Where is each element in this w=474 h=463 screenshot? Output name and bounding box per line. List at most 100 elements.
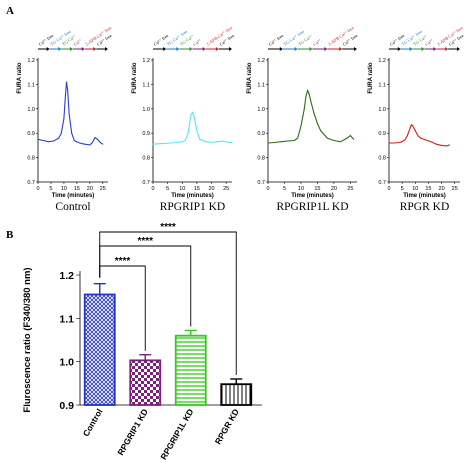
- data-point: [199, 138, 201, 140]
- bar-y-tick-label: 0.9: [59, 400, 74, 412]
- x-tick-label: 5: [166, 186, 169, 192]
- x-tick-label: 25: [452, 186, 458, 192]
- data-point: [211, 141, 213, 143]
- data-point: [47, 141, 49, 143]
- band-arrow-head: [294, 47, 298, 51]
- data-point: [441, 144, 443, 146]
- data-point: [205, 141, 207, 143]
- data-point: [393, 142, 395, 144]
- data-point: [63, 118, 65, 120]
- data-point: [42, 140, 44, 142]
- data-point: [64, 98, 66, 100]
- y-tick-label: 0.9: [142, 131, 150, 137]
- y-tick-label: 0.8: [27, 156, 35, 162]
- data-point: [190, 114, 192, 116]
- data-point: [406, 135, 408, 137]
- data-point: [152, 143, 154, 145]
- band-label: Ca²⁺: [424, 37, 435, 46]
- data-point: [67, 91, 69, 93]
- chart-caption: RPGRIP1 KD: [160, 201, 226, 213]
- data-point: [267, 142, 269, 144]
- data-point: [326, 137, 328, 139]
- y-tick-label: 1.0: [142, 107, 150, 113]
- data-point: [297, 137, 299, 139]
- data-point: [404, 139, 406, 141]
- data-point: [401, 141, 403, 143]
- bar-y-tick-label: 1.0: [59, 357, 74, 369]
- significance-label: ****: [160, 222, 176, 233]
- series-line: [37, 81, 104, 146]
- y-tick-label: 0.8: [378, 156, 386, 162]
- band-arrow-head: [421, 47, 425, 51]
- band-label: Ca²⁺: [192, 37, 203, 46]
- y-tick-label: 0.9: [378, 131, 386, 137]
- band-arrow-head: [324, 47, 328, 51]
- bar-category-label: Control: [81, 407, 105, 438]
- bar: [83, 293, 116, 406]
- y-axis-title: FURA ratio: [247, 62, 253, 93]
- band-arrow-head: [70, 47, 73, 51]
- data-point: [409, 127, 411, 129]
- y-axis-title: FURA ratio: [132, 62, 138, 93]
- x-tick-label: 5: [49, 186, 52, 192]
- data-point: [181, 141, 183, 143]
- band-arrow-head: [58, 47, 62, 51]
- bar: [220, 383, 253, 406]
- y-tick-label: 0.7: [257, 180, 265, 186]
- data-point: [448, 144, 450, 146]
- data-point: [410, 124, 412, 126]
- x-tick-label: 25: [100, 186, 106, 192]
- data-point: [307, 90, 309, 91]
- data-point: [66, 81, 68, 83]
- y-tick-label: 1.1: [142, 82, 150, 88]
- band-arrow-head: [354, 47, 357, 51]
- data-point: [340, 141, 342, 143]
- y-tick-label: 0.7: [27, 180, 35, 186]
- y-tick-label: 0.8: [142, 156, 150, 162]
- data-point: [388, 142, 390, 144]
- bar-category-label: RPGRIP1L KD: [158, 407, 195, 461]
- data-point: [425, 139, 427, 141]
- x-tick-label: 20: [439, 186, 445, 192]
- band-arrow-head: [229, 47, 232, 51]
- band-arrow-head: [93, 47, 97, 51]
- y-tick-label: 0.7: [142, 180, 150, 186]
- y-tick-label: 1.2: [142, 58, 150, 64]
- band-arrow-head: [445, 47, 449, 51]
- significance-label: ****: [137, 236, 153, 247]
- bar-category-label: RPGRIP1 KD: [115, 407, 150, 457]
- x-tick-label: 10: [298, 186, 304, 192]
- data-point: [187, 132, 189, 134]
- data-point: [293, 140, 295, 142]
- y-tick-label: 1.2: [378, 58, 386, 64]
- significance-bracket: [99, 231, 237, 375]
- band-arrow-head: [46, 47, 50, 51]
- data-point: [308, 93, 310, 95]
- data-point: [316, 122, 318, 124]
- band-label: Ca²⁺: [73, 37, 84, 46]
- data-point: [222, 140, 224, 142]
- x-axis-title: Time (minutes): [291, 193, 334, 199]
- chart-caption: Control: [55, 201, 90, 213]
- series-line: [267, 88, 355, 144]
- data-point: [164, 142, 166, 144]
- data-point: [78, 142, 80, 144]
- data-point: [346, 137, 348, 139]
- y-tick-label: 1.0: [27, 107, 35, 113]
- band-label: Ca²⁺ free: [268, 33, 285, 47]
- band-arrow-head: [433, 47, 437, 51]
- data-point: [73, 140, 75, 142]
- data-point: [228, 141, 230, 143]
- band-arrow-head: [339, 47, 343, 51]
- x-tick-label: 15: [194, 186, 200, 192]
- data-point: [333, 140, 335, 142]
- data-point: [231, 141, 233, 143]
- data-point: [305, 96, 307, 98]
- data-point: [175, 141, 177, 143]
- y-axis-title: FURA ratio: [17, 62, 23, 93]
- band-arrow-head: [457, 47, 460, 51]
